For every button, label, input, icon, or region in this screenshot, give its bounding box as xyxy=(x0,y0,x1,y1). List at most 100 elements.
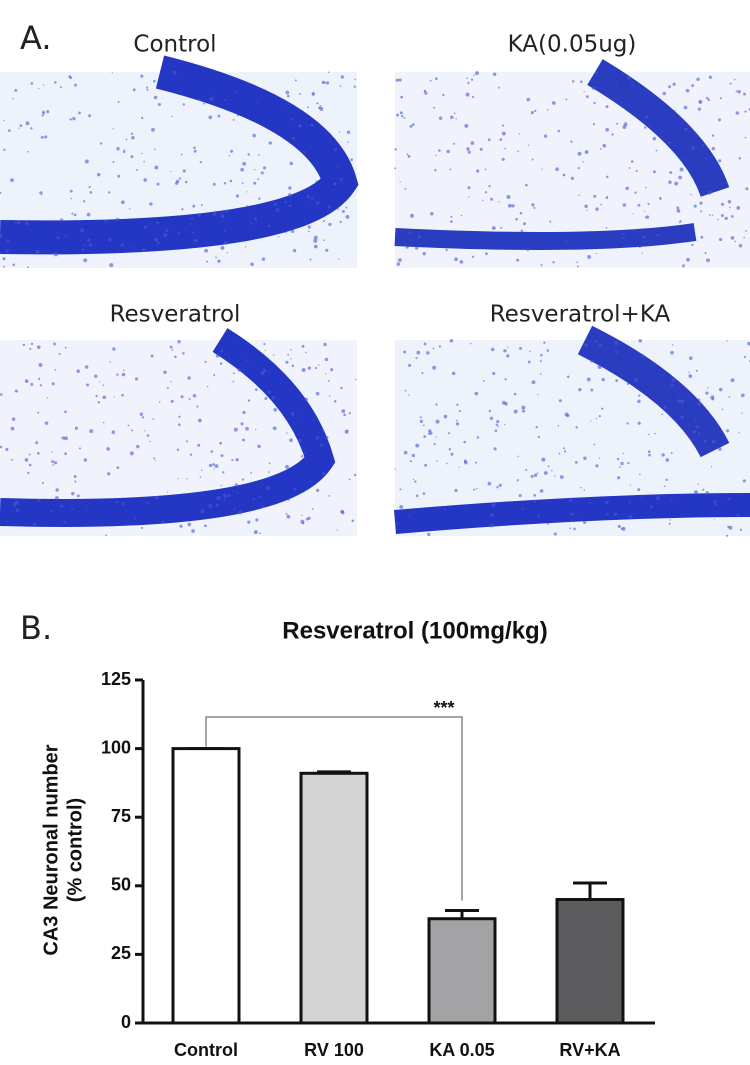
cell-speck xyxy=(76,494,80,498)
cell-speck xyxy=(565,240,568,243)
cell-speck xyxy=(216,495,221,500)
cell-speck xyxy=(185,440,188,443)
cell-speck xyxy=(294,79,297,82)
cell-speck xyxy=(273,407,278,412)
cell-speck xyxy=(309,258,312,261)
cell-speck xyxy=(290,118,293,121)
cell-speck xyxy=(584,150,589,154)
cell-speck xyxy=(517,150,520,153)
cell-speck xyxy=(303,451,306,455)
cell-speck xyxy=(308,230,310,233)
x-tick-label: KA 0.05 xyxy=(429,1040,494,1060)
cell-speck xyxy=(236,491,239,494)
cell-speck xyxy=(619,466,621,468)
cell-speck xyxy=(724,216,728,220)
cell-speck xyxy=(318,364,320,366)
cell-speck xyxy=(150,354,154,358)
cell-speck xyxy=(448,448,452,451)
micrograph xyxy=(0,328,357,537)
cell-speck xyxy=(30,82,34,85)
cell-speck xyxy=(222,219,224,221)
cell-speck xyxy=(599,148,602,150)
cell-speck xyxy=(637,488,641,492)
cell-speck xyxy=(552,261,555,264)
cell-speck xyxy=(233,427,238,432)
cell-speck xyxy=(738,157,741,160)
cell-speck xyxy=(539,373,542,375)
cell-speck xyxy=(220,454,224,458)
cell-speck xyxy=(117,174,121,178)
cell-speck xyxy=(192,204,196,208)
cell-speck xyxy=(271,396,275,400)
cell-speck xyxy=(632,213,634,215)
cell-speck xyxy=(434,77,438,81)
cell-speck xyxy=(254,168,256,171)
cell-speck xyxy=(489,416,494,420)
cell-speck xyxy=(592,123,595,126)
cell-speck xyxy=(669,171,673,174)
cell-speck xyxy=(424,463,428,467)
cell-speck xyxy=(14,500,19,505)
cell-speck xyxy=(2,257,6,261)
cell-speck xyxy=(132,88,136,92)
cell-speck xyxy=(64,436,68,441)
cell-speck xyxy=(154,495,159,500)
cell-speck xyxy=(246,204,248,207)
cell-speck xyxy=(286,94,290,98)
cell-speck xyxy=(474,461,477,464)
cell-speck xyxy=(37,451,40,455)
cell-speck xyxy=(496,486,499,489)
cell-speck xyxy=(529,350,531,353)
cell-speck xyxy=(586,209,588,212)
cell-speck xyxy=(315,180,318,183)
cell-speck xyxy=(495,423,499,427)
cell-speck xyxy=(123,149,125,151)
cell-speck xyxy=(683,105,688,110)
cell-speck xyxy=(0,393,3,396)
cell-speck xyxy=(204,360,207,363)
cell-speck xyxy=(648,453,652,457)
cell-speck xyxy=(170,170,172,173)
cell-speck xyxy=(247,153,251,156)
cell-speck xyxy=(583,456,587,460)
cell-speck xyxy=(634,230,636,232)
cell-speck xyxy=(315,391,320,396)
cell-speck xyxy=(426,351,430,355)
y-axis-title-line: (% control) xyxy=(64,798,86,902)
cell-speck xyxy=(290,349,292,351)
cell-speck xyxy=(682,264,685,268)
cell-speck xyxy=(626,422,629,425)
cell-speck xyxy=(213,374,216,376)
cell-speck xyxy=(111,72,113,74)
cell-speck xyxy=(598,343,603,348)
cell-speck xyxy=(677,392,679,395)
cell-speck xyxy=(5,249,9,253)
cell-speck xyxy=(299,92,302,95)
cell-speck xyxy=(415,494,419,498)
cell-speck xyxy=(422,252,426,256)
cell-speck xyxy=(470,78,474,81)
cell-speck xyxy=(223,230,226,233)
cell-speck xyxy=(628,167,631,169)
cell-speck xyxy=(354,378,357,381)
cell-speck xyxy=(33,522,37,526)
cell-speck xyxy=(665,458,670,462)
cell-speck xyxy=(644,126,647,129)
cell-speck xyxy=(39,191,43,195)
cell-speck xyxy=(700,235,704,239)
cell-speck xyxy=(463,460,468,465)
cell-speck xyxy=(113,396,115,398)
cell-speck xyxy=(74,426,79,430)
cell-speck xyxy=(616,122,619,125)
cell-speck xyxy=(76,369,81,373)
cell-speck xyxy=(327,71,330,74)
cell-speck xyxy=(149,202,153,206)
cell-speck xyxy=(53,461,58,465)
bar xyxy=(427,917,497,1025)
cell-speck xyxy=(121,372,126,377)
panel-label: B. xyxy=(20,609,52,647)
cell-speck xyxy=(224,99,227,102)
cell-speck xyxy=(198,418,202,423)
cell-speck xyxy=(721,408,724,411)
cell-speck xyxy=(680,415,684,420)
